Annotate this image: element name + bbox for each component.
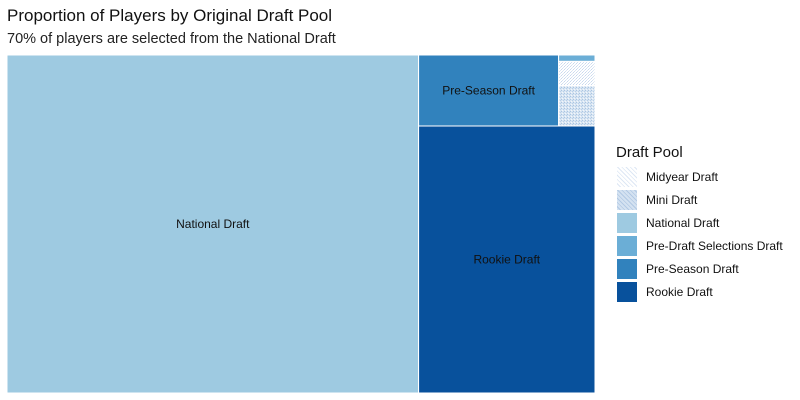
tile-midyear-draft [558,60,596,87]
tile-mini-draft [558,85,596,127]
legend-title: Draft Pool [616,144,683,161]
chart-subtitle: 70% of players are selected from the Nat… [7,31,336,47]
tile-national-draft [6,54,420,394]
tile-rookie-draft [418,125,596,394]
legend-swatch-national-draft [616,212,638,234]
tile-pre-draft-selections-draft [558,54,596,62]
legend-label: Mini Draft [646,193,698,207]
tile-pre-season-draft [418,54,560,127]
tile-label-pre-season-draft: Pre-Season Draft [442,83,535,97]
legend-label: Pre-Draft Selections Draft [646,239,783,253]
legend-label: Pre-Season Draft [646,262,739,276]
legend-label: Rookie Draft [646,285,713,299]
legend-swatch-pre-draft-selections-draft [616,235,638,257]
tile-label-rookie-draft: Rookie Draft [473,252,540,266]
legend-swatch-pre-season-draft [616,258,638,280]
legend-label: National Draft [646,216,720,230]
legend-label: Midyear Draft [646,170,719,184]
tile-label-national-draft: National Draft [176,217,250,231]
legend-swatch-mini-draft [616,189,638,211]
legend-swatch-rookie-draft [616,281,638,303]
chart-title: Proportion of Players by Original Draft … [7,6,333,25]
legend-swatch-midyear-draft [616,166,638,188]
